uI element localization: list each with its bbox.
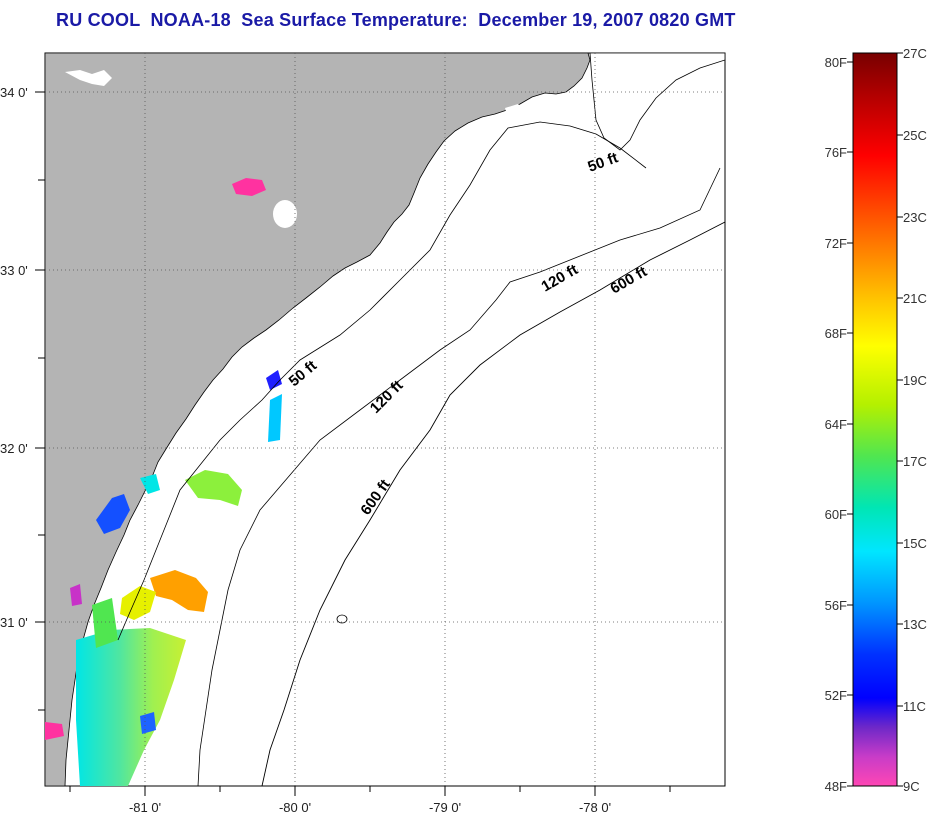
land-mass-northeast (589, 53, 725, 151)
lake-shape (273, 200, 297, 228)
sst-patch-magenta-west (45, 722, 64, 740)
colorbar-f-label: 80F (825, 55, 847, 70)
colorbar (852, 52, 898, 787)
contour-600ft (261, 221, 725, 786)
contour-50ft (117, 121, 647, 641)
sst-patch-blue-south (140, 712, 156, 734)
sst-patch-inland (232, 178, 266, 196)
axis-ticks (35, 91, 671, 796)
graticule (45, 53, 725, 786)
lake-shape (65, 70, 112, 86)
lake-shape (395, 228, 414, 246)
sst-patch-cyan-north (140, 474, 160, 494)
colorbar-c-label: 21C (903, 291, 927, 306)
lat-label: 31 0' (0, 615, 28, 630)
colorbar-c-label: 25C (903, 128, 927, 143)
colorbar-f-label: 76F (825, 145, 847, 160)
colorbar-c-label: 19C (903, 373, 927, 388)
lon-label: -79 0' (429, 800, 461, 815)
colorbar-f-label: 48F (825, 779, 847, 794)
colorbar-f-label: 68F (825, 326, 847, 341)
sst-patch-green-band (92, 598, 118, 648)
colorbar-c-label: 9C (903, 779, 920, 794)
sst-patch-cyan-strip (268, 394, 282, 442)
colorbar-c-label: 13C (903, 617, 927, 632)
colorbar-f-label: 64F (825, 417, 847, 432)
lon-label: -81 0' (129, 800, 161, 815)
sst-patch-yellow (120, 586, 156, 620)
sst-patch-blue-coast (96, 494, 130, 534)
sst-patch-green-mid (185, 470, 242, 506)
sst-patch-orange (150, 570, 208, 612)
lat-label: 32 0' (0, 441, 28, 456)
colorbar-c-label: 15C (903, 536, 927, 551)
lake-shape (505, 104, 526, 120)
colorbar-f-label: 60F (825, 507, 847, 522)
colorbar-f-label: 72F (825, 236, 847, 251)
lat-label: 34 0' (0, 85, 28, 100)
contour-600ft-island (336, 614, 348, 624)
map-title: RU COOL NOAA-18 Sea Surface Temperature:… (56, 10, 736, 30)
lon-label: -80 0' (279, 800, 311, 815)
sst-patch-magenta-coast (70, 584, 82, 606)
colorbar-f-label: 52F (825, 688, 847, 703)
colorbar-c-label: 17C (903, 454, 927, 469)
sst-patch-south-main (76, 628, 186, 786)
colorbar-c-label: 27C (903, 46, 927, 61)
colorbar-c-label: 11C (903, 699, 926, 714)
lat-label: 33 0' (0, 263, 28, 278)
contour-120ft (197, 167, 721, 786)
colorbar-f-label: 56F (825, 598, 847, 613)
sst-patch-blue-north (266, 370, 282, 390)
colorbar-c-label: 23C (903, 210, 927, 225)
colorbar-ticks (847, 52, 903, 787)
lon-label: -78 0' (579, 800, 611, 815)
